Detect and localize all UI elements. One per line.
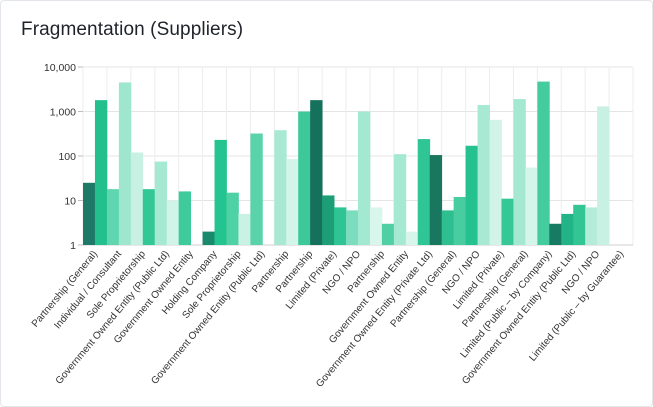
bar[interactable] [597,106,610,245]
y-tick-label: 10 [64,196,76,208]
bar[interactable] [489,119,502,245]
bar[interactable] [226,192,239,245]
bar[interactable] [537,81,550,245]
bar[interactable] [525,167,538,245]
bar[interactable] [465,145,478,245]
x-tick-label: Government Owned Entity (Public Ltd) [149,249,267,387]
bar[interactable] [274,130,287,245]
bar[interactable] [202,231,215,245]
bar[interactable] [178,191,192,245]
bar[interactable] [94,100,108,245]
y-tick-label: 10,000 [44,62,76,74]
bar[interactable] [346,210,359,245]
bar[interactable] [561,213,574,245]
bar[interactable] [322,195,335,245]
bar[interactable] [393,154,407,245]
bar[interactable] [130,152,144,245]
bar[interactable] [298,111,311,246]
bar[interactable] [585,207,598,245]
y-tick-label: 1,000 [50,107,76,119]
y-axis: 1 10 100 1,000 10,000 [44,62,83,252]
bar[interactable] [381,223,395,245]
bar[interactable] [429,155,443,245]
bar[interactable] [142,189,156,245]
bar[interactable] [477,104,490,245]
bar[interactable] [106,189,120,245]
bar[interactable] [405,231,419,245]
bar[interactable] [118,82,132,246]
bar[interactable] [417,139,431,245]
bar[interactable] [549,223,562,245]
y-tick-label: 1 [70,240,76,252]
chart-title: Fragmentation (Suppliers) [21,19,244,40]
bar[interactable] [214,139,227,245]
bar[interactable] [573,204,586,245]
bar[interactable] [358,111,371,246]
bar[interactable] [453,196,467,245]
bar[interactable] [83,182,96,245]
bar[interactable] [250,133,263,245]
bar[interactable] [166,200,180,246]
bars [83,81,610,246]
x-axis: Partnership (General)Individual / Consul… [30,249,626,390]
bar[interactable] [501,198,514,245]
bar[interactable] [441,210,455,245]
bar[interactable] [238,213,251,245]
bar[interactable] [369,207,383,245]
bar[interactable] [513,99,526,246]
bar[interactable] [334,207,347,245]
bar[interactable] [310,100,323,245]
y-tick-label: 100 [58,151,76,163]
bar[interactable] [286,159,299,245]
bar[interactable] [154,161,168,245]
